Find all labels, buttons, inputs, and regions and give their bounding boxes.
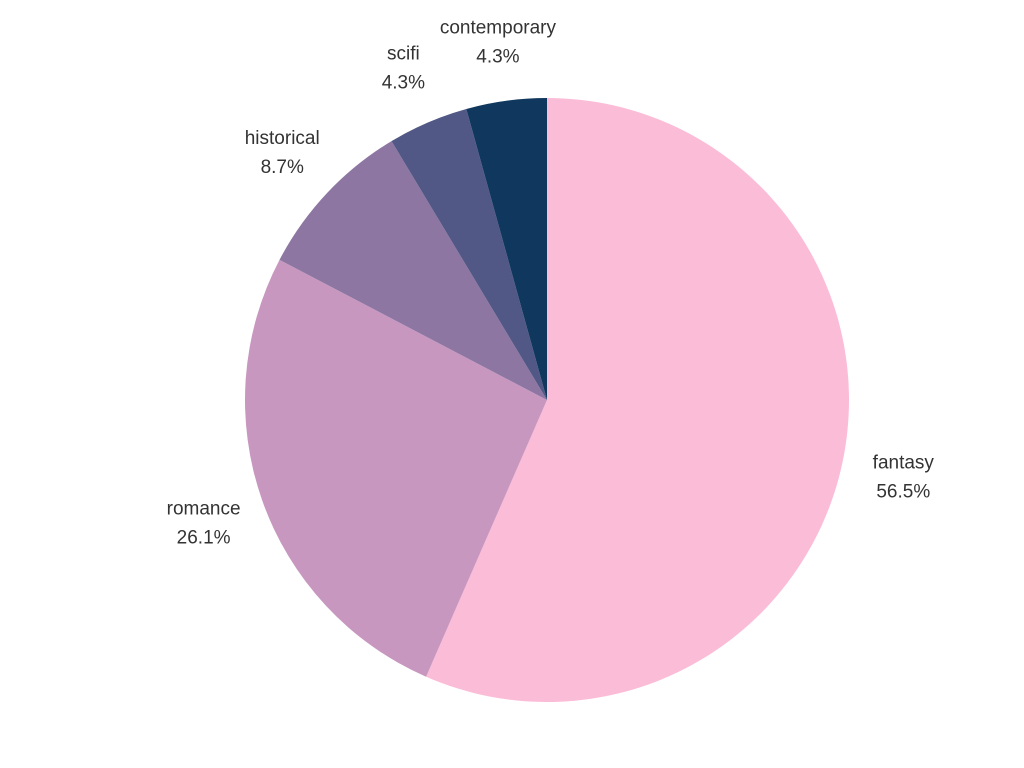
slice-label-fantasy: fantasy (873, 452, 935, 473)
pie-labels: fantasy 56.5% romance 26.1% historical 8.7% sc… (167, 17, 935, 548)
pie-slice-historical (279, 141, 547, 400)
slice-label-scifi: scifi (387, 44, 420, 65)
slice-percent-scifi: 4.3% (382, 73, 425, 94)
slice-label-romance: romance (167, 499, 241, 520)
slice-label-historical: historical (245, 128, 320, 149)
pie-slice-contemporary (466, 98, 547, 400)
slice-label-contemporary: contemporary (440, 17, 557, 38)
pie-slice-fantasy (426, 98, 849, 702)
slice-percent-historical: 8.7% (261, 157, 304, 178)
slice-percent-contemporary: 4.3% (476, 46, 519, 67)
pie-slice-scifi (391, 108, 547, 400)
slice-percent-romance: 26.1% (177, 528, 231, 549)
pie-slice-romance (244, 259, 547, 677)
slice-percent-fantasy: 56.5% (876, 481, 930, 502)
pie-slices (244, 98, 849, 702)
